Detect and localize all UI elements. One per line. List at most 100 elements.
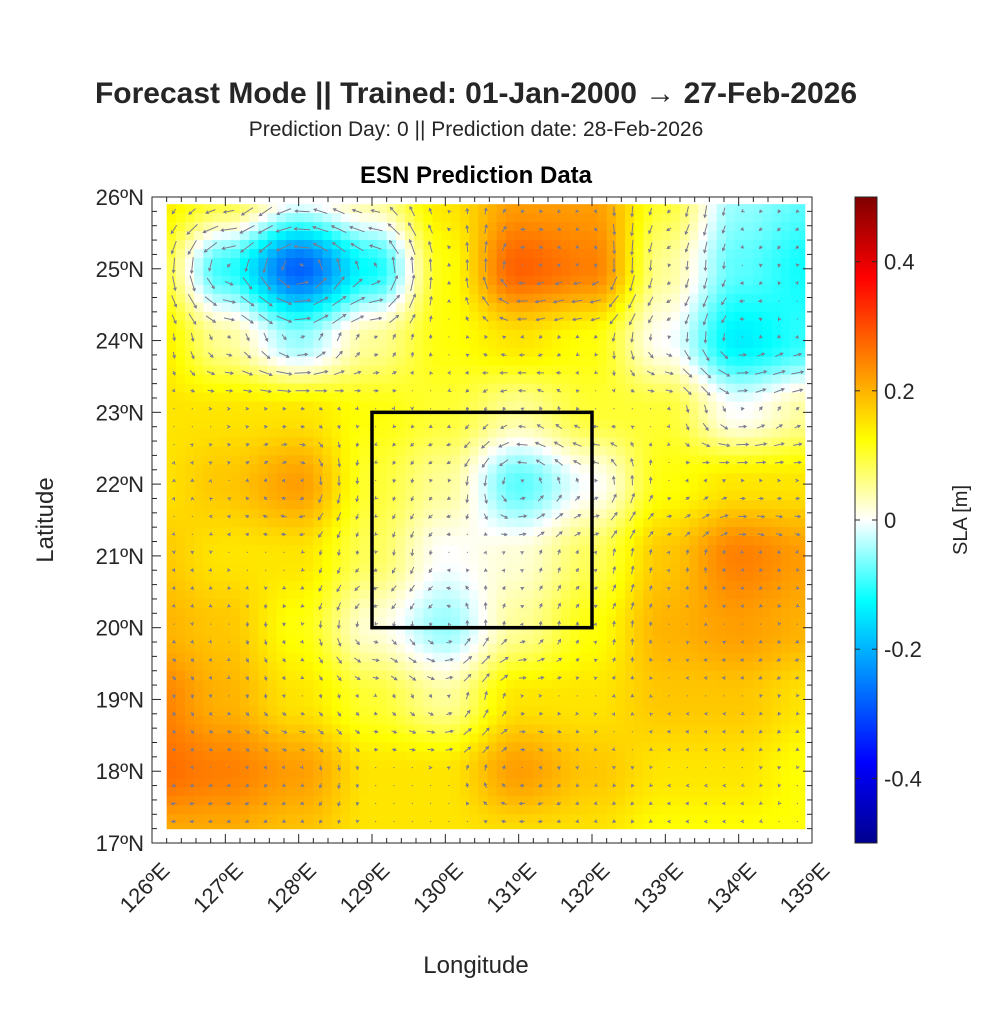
heatmap-cell <box>505 688 516 699</box>
heatmap-cell <box>670 473 681 483</box>
heatmap-cell <box>606 697 617 708</box>
heatmap-cell <box>203 320 214 331</box>
heatmap-cell <box>185 374 195 385</box>
heatmap-cell <box>661 213 672 223</box>
heatmap-cell <box>744 616 754 627</box>
heatmap-cell <box>377 715 388 726</box>
heatmap-cell <box>285 742 296 753</box>
heatmap-cell <box>285 616 296 627</box>
heatmap-cell <box>670 778 681 788</box>
heatmap-cell <box>771 670 782 681</box>
heatmap-cell <box>350 500 360 510</box>
heatmap-cell <box>542 410 553 421</box>
heatmap-cell <box>221 724 232 735</box>
heatmap-cell <box>670 536 681 546</box>
heatmap-cell <box>661 473 672 483</box>
heatmap-cell <box>799 428 806 439</box>
heatmap-cell <box>340 401 351 412</box>
heatmap-cell <box>771 634 782 645</box>
heatmap-cell <box>725 410 736 421</box>
heatmap-cell <box>515 760 525 771</box>
heatmap-cell <box>505 724 516 735</box>
heatmap-cell <box>643 240 654 250</box>
heatmap-cell <box>570 527 580 537</box>
heatmap-cell <box>542 554 553 564</box>
heatmap-cell <box>689 347 699 358</box>
heatmap-cell <box>322 338 333 349</box>
heatmap-cell <box>368 625 379 636</box>
heatmap-cell <box>799 482 806 492</box>
heatmap-cell <box>533 661 544 672</box>
heatmap-cell <box>460 356 470 367</box>
heatmap-cell <box>615 275 626 286</box>
heatmap-cell <box>661 266 672 277</box>
heatmap-cell <box>249 374 259 385</box>
heatmap-cell <box>194 706 204 717</box>
quiver-arrow <box>203 242 218 253</box>
heatmap-cell <box>707 643 718 654</box>
heatmap-cell <box>414 598 424 609</box>
heatmap-cell <box>313 249 324 259</box>
heatmap-cell <box>762 679 773 690</box>
heatmap-cell <box>450 392 461 403</box>
heatmap-cell <box>670 527 681 537</box>
heatmap-cell <box>579 688 589 699</box>
heatmap-cell <box>414 697 424 708</box>
heatmap-cell <box>533 428 544 439</box>
heatmap-cell <box>661 724 672 735</box>
heatmap-cell <box>194 240 204 250</box>
heatmap-cell <box>240 464 250 474</box>
heatmap-cell <box>377 652 388 663</box>
quiver-arrow <box>575 209 580 214</box>
heatmap-cell <box>790 697 800 708</box>
heatmap-cell <box>331 383 342 394</box>
heatmap-cell <box>313 204 324 214</box>
heatmap-cell <box>285 697 296 708</box>
heatmap-cell <box>551 715 562 726</box>
heatmap-cell <box>698 643 709 654</box>
heatmap-cell <box>606 769 617 779</box>
heatmap-cell <box>175 374 186 385</box>
heatmap-cell <box>478 643 489 654</box>
heatmap-cell <box>496 401 507 412</box>
heatmap-cell <box>643 428 654 439</box>
heatmap-cell <box>625 222 635 232</box>
heatmap-cell <box>597 437 608 448</box>
heatmap-cell <box>313 338 324 349</box>
heatmap-cell <box>533 446 544 456</box>
heatmap-cell <box>295 545 305 555</box>
heatmap-cell <box>643 616 654 627</box>
heatmap-cell <box>643 275 654 286</box>
heatmap-cell <box>221 455 232 465</box>
heatmap-cell <box>185 222 195 232</box>
heatmap-cell <box>542 805 553 815</box>
heatmap-cell <box>212 697 223 708</box>
heatmap-cell <box>606 536 617 546</box>
heatmap-cell <box>221 643 232 654</box>
heatmap-cell <box>744 204 754 214</box>
heatmap-cell <box>450 616 461 627</box>
heatmap-cell <box>588 805 599 815</box>
heatmap-cell <box>698 240 709 250</box>
heatmap-cell <box>762 401 773 412</box>
heatmap-cell <box>661 688 672 699</box>
heatmap-cell <box>533 760 544 771</box>
heatmap-cell <box>487 509 498 519</box>
heatmap-cell <box>579 616 589 627</box>
heatmap-cell <box>799 311 806 322</box>
heatmap-cell <box>606 572 617 582</box>
heatmap-cell <box>689 249 699 259</box>
heatmap-cell <box>780 509 791 519</box>
heatmap-cell <box>606 482 617 492</box>
heatmap-cell <box>432 410 443 421</box>
heatmap-cell <box>790 742 800 753</box>
heatmap-cell <box>707 365 718 376</box>
heatmap-cell <box>533 652 544 663</box>
quiver-arrow <box>721 207 726 217</box>
heatmap-cell <box>634 715 644 726</box>
heatmap-cell <box>240 814 250 824</box>
heatmap-cell <box>478 204 489 214</box>
heatmap-cell <box>478 545 489 555</box>
heatmap-cell <box>368 275 379 286</box>
heatmap-cell <box>368 213 379 223</box>
